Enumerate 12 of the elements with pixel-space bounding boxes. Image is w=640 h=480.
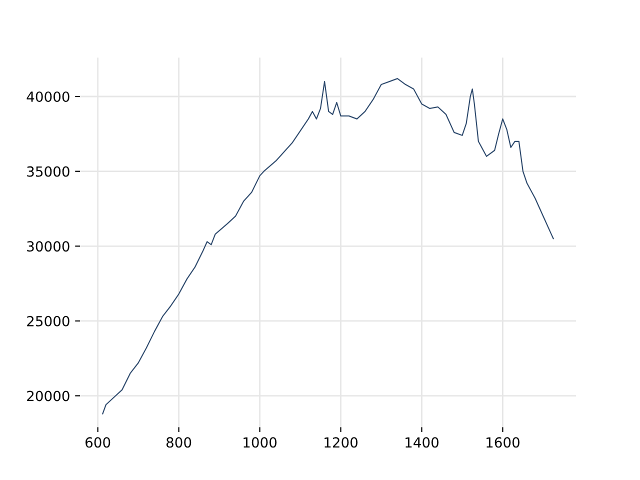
y-tick-label: 20000 [27,390,70,402]
x-tick-label: 1400 [406,437,438,448]
x-tick-label: 1000 [244,437,277,448]
line-series [102,78,554,414]
x-tick-label: 1600 [486,437,520,448]
y-tick-label: 35000 [27,166,70,177]
y-tick-label: 25000 [27,316,70,326]
y-tick-label: 30000 [27,241,70,252]
y-tick-label: 40000 [26,91,70,102]
x-tick-label: 600 [86,437,110,448]
x-tick-label: 800 [166,437,192,448]
x-tick-label: 1200 [324,437,358,448]
